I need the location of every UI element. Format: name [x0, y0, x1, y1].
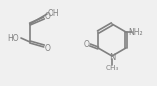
Text: HO: HO: [7, 34, 19, 42]
Text: O: O: [83, 39, 89, 49]
Text: CH₃: CH₃: [105, 65, 119, 71]
Text: O: O: [45, 12, 51, 20]
Text: N: N: [109, 52, 115, 61]
Text: OH: OH: [47, 9, 59, 17]
Text: NH₂: NH₂: [129, 28, 143, 36]
Text: O: O: [45, 44, 51, 52]
